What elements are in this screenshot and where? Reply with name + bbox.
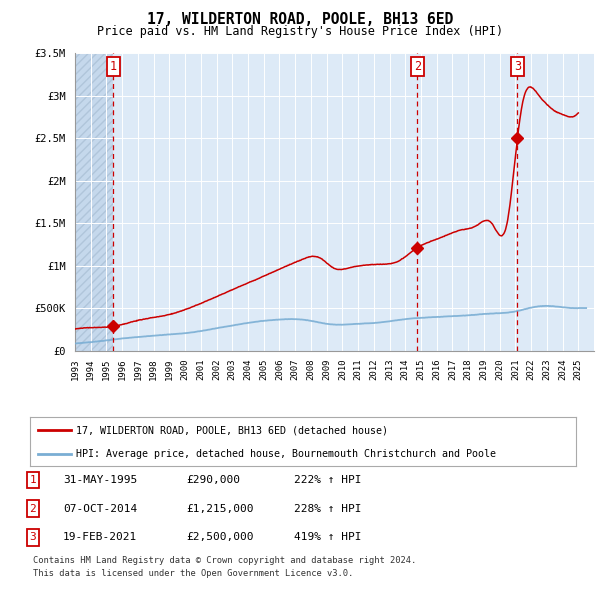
Text: £2,500,000: £2,500,000 (186, 533, 254, 542)
Bar (75, 53, 113, 351)
Text: £1,215,000: £1,215,000 (186, 504, 254, 513)
Text: 1: 1 (29, 475, 37, 484)
Text: 1: 1 (109, 60, 116, 73)
Text: 07-OCT-2014: 07-OCT-2014 (63, 504, 137, 513)
Text: 222% ↑ HPI: 222% ↑ HPI (294, 475, 361, 484)
Text: Contains HM Land Registry data © Crown copyright and database right 2024.: Contains HM Land Registry data © Crown c… (33, 556, 416, 565)
Text: 17, WILDERTON ROAD, POOLE, BH13 6ED: 17, WILDERTON ROAD, POOLE, BH13 6ED (147, 12, 453, 27)
Text: 3: 3 (514, 60, 521, 73)
Text: 17, WILDERTON ROAD, POOLE, BH13 6ED (detached house): 17, WILDERTON ROAD, POOLE, BH13 6ED (det… (76, 425, 388, 435)
Text: 19-FEB-2021: 19-FEB-2021 (63, 533, 137, 542)
Text: 3: 3 (29, 533, 37, 542)
Text: 228% ↑ HPI: 228% ↑ HPI (294, 504, 361, 513)
Text: 2: 2 (29, 504, 37, 513)
Text: 419% ↑ HPI: 419% ↑ HPI (294, 533, 361, 542)
Text: £290,000: £290,000 (186, 475, 240, 484)
Text: This data is licensed under the Open Government Licence v3.0.: This data is licensed under the Open Gov… (33, 569, 353, 578)
Text: HPI: Average price, detached house, Bournemouth Christchurch and Poole: HPI: Average price, detached house, Bour… (76, 449, 496, 459)
Text: Price paid vs. HM Land Registry's House Price Index (HPI): Price paid vs. HM Land Registry's House … (97, 25, 503, 38)
Text: 31-MAY-1995: 31-MAY-1995 (63, 475, 137, 484)
Bar (113, 53, 594, 351)
Text: 2: 2 (414, 60, 421, 73)
